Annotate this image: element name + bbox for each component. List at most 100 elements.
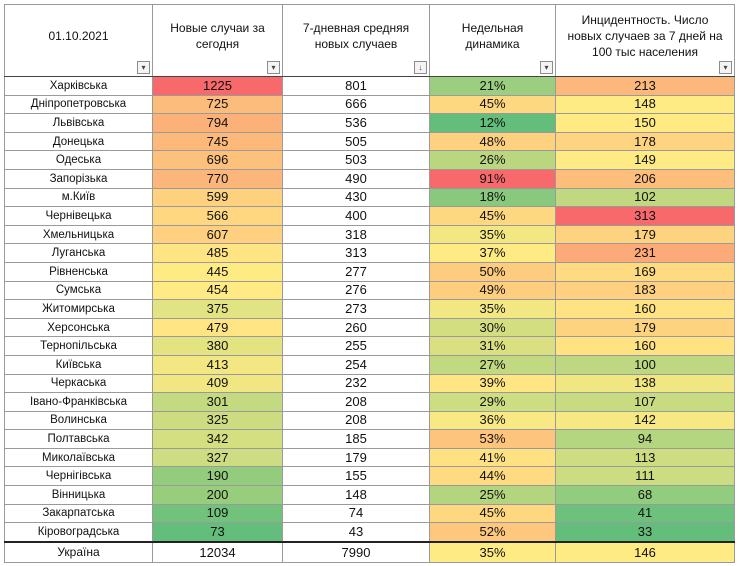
dynamics-cell[interactable]: 50% bbox=[429, 261, 556, 282]
incidence-cell[interactable]: 33 bbox=[555, 522, 735, 543]
dynamics-cell[interactable]: 35% bbox=[429, 224, 556, 245]
avg7-cell[interactable]: 277 bbox=[282, 261, 430, 282]
region-cell[interactable]: Закарпатська bbox=[4, 503, 153, 524]
new-cases-cell[interactable]: 327 bbox=[152, 447, 283, 468]
region-cell[interactable]: Тернопільська bbox=[4, 336, 153, 356]
region-cell[interactable]: Миколаївська bbox=[4, 447, 153, 468]
region-cell[interactable]: Чернівецька bbox=[4, 206, 153, 226]
avg7-cell[interactable]: 254 bbox=[282, 354, 430, 375]
incidence-cell[interactable]: 183 bbox=[555, 280, 735, 301]
new-cases-cell[interactable]: 566 bbox=[152, 206, 283, 226]
avg7-cell[interactable]: 505 bbox=[282, 131, 430, 152]
new-cases-cell[interactable]: 409 bbox=[152, 373, 283, 394]
dynamics-cell[interactable]: 45% bbox=[429, 94, 556, 115]
incidence-cell[interactable]: 111 bbox=[555, 466, 735, 487]
incidence-cell[interactable]: 313 bbox=[555, 206, 735, 226]
incidence-cell[interactable]: 160 bbox=[555, 299, 735, 319]
dynamics-cell[interactable]: 29% bbox=[429, 392, 556, 412]
avg7-cell[interactable]: 43 bbox=[282, 522, 430, 543]
avg7-cell[interactable]: 179 bbox=[282, 447, 430, 468]
incidence-cell[interactable]: 206 bbox=[555, 168, 735, 189]
incidence-cell[interactable]: 138 bbox=[555, 373, 735, 394]
avg7-cell[interactable]: 185 bbox=[282, 429, 430, 449]
dynamics-cell[interactable]: 26% bbox=[429, 150, 556, 170]
new-cases-cell[interactable]: 770 bbox=[152, 168, 283, 189]
dynamics-cell[interactable]: 44% bbox=[429, 466, 556, 487]
header-avg7-cell[interactable]: 7-дневная средняя новых случаев ↓ bbox=[282, 4, 430, 77]
new-cases-cell[interactable]: 380 bbox=[152, 336, 283, 356]
new-cases-cell[interactable]: 599 bbox=[152, 187, 283, 208]
header-dynamics-cell[interactable]: Недельная динамика ▾ bbox=[429, 4, 556, 77]
incidence-cell[interactable]: 142 bbox=[555, 410, 735, 431]
incidence-cell[interactable]: 160 bbox=[555, 336, 735, 356]
region-cell[interactable]: Львівська bbox=[4, 113, 153, 133]
new-cases-cell[interactable]: 794 bbox=[152, 113, 283, 133]
total-incidence-cell[interactable]: 146 bbox=[555, 540, 735, 563]
new-cases-cell[interactable]: 479 bbox=[152, 317, 283, 338]
filter-dropdown-icon[interactable]: ▾ bbox=[267, 61, 280, 74]
incidence-cell[interactable]: 100 bbox=[555, 354, 735, 375]
region-cell[interactable]: Одеська bbox=[4, 150, 153, 170]
avg7-cell[interactable]: 148 bbox=[282, 485, 430, 505]
filter-dropdown-icon[interactable]: ▾ bbox=[719, 61, 732, 74]
total-region-cell[interactable]: Україна bbox=[4, 540, 153, 563]
dynamics-cell[interactable]: 52% bbox=[429, 522, 556, 543]
incidence-cell[interactable]: 107 bbox=[555, 392, 735, 412]
new-cases-cell[interactable]: 445 bbox=[152, 261, 283, 282]
dynamics-cell[interactable]: 35% bbox=[429, 299, 556, 319]
incidence-cell[interactable]: 68 bbox=[555, 485, 735, 505]
new-cases-cell[interactable]: 73 bbox=[152, 522, 283, 543]
new-cases-cell[interactable]: 696 bbox=[152, 150, 283, 170]
dynamics-cell[interactable]: 31% bbox=[429, 336, 556, 356]
new-cases-cell[interactable]: 200 bbox=[152, 485, 283, 505]
region-cell[interactable]: Хмельницька bbox=[4, 224, 153, 245]
header-date-cell[interactable]: 01.10.2021 ▾ bbox=[4, 4, 153, 77]
header-new-cases-cell[interactable]: Новые случаи за сегодня ▾ bbox=[152, 4, 283, 77]
dynamics-cell[interactable]: 53% bbox=[429, 429, 556, 449]
new-cases-cell[interactable]: 325 bbox=[152, 410, 283, 431]
total-avg7-cell[interactable]: 7990 bbox=[282, 540, 430, 563]
new-cases-cell[interactable]: 190 bbox=[152, 466, 283, 487]
avg7-cell[interactable]: 155 bbox=[282, 466, 430, 487]
incidence-cell[interactable]: 150 bbox=[555, 113, 735, 133]
avg7-cell[interactable]: 255 bbox=[282, 336, 430, 356]
avg7-cell[interactable]: 273 bbox=[282, 299, 430, 319]
dynamics-cell[interactable]: 49% bbox=[429, 280, 556, 301]
header-incidence-cell[interactable]: Инцидентность. Число новых случаев за 7 … bbox=[555, 4, 735, 77]
avg7-cell[interactable]: 260 bbox=[282, 317, 430, 338]
region-cell[interactable]: Полтавська bbox=[4, 429, 153, 449]
incidence-cell[interactable]: 231 bbox=[555, 243, 735, 263]
avg7-cell[interactable]: 666 bbox=[282, 94, 430, 115]
region-cell[interactable]: Київська bbox=[4, 354, 153, 375]
avg7-cell[interactable]: 503 bbox=[282, 150, 430, 170]
region-cell[interactable]: Кіровоградська bbox=[4, 522, 153, 543]
incidence-cell[interactable]: 179 bbox=[555, 224, 735, 245]
filter-dropdown-icon[interactable]: ▾ bbox=[137, 61, 150, 74]
dynamics-cell[interactable]: 37% bbox=[429, 243, 556, 263]
new-cases-cell[interactable]: 745 bbox=[152, 131, 283, 152]
avg7-cell[interactable]: 801 bbox=[282, 76, 430, 96]
total-new-cases-cell[interactable]: 12034 bbox=[152, 540, 283, 563]
incidence-cell[interactable]: 113 bbox=[555, 447, 735, 468]
new-cases-cell[interactable]: 413 bbox=[152, 354, 283, 375]
incidence-cell[interactable]: 41 bbox=[555, 503, 735, 524]
region-cell[interactable]: Донецька bbox=[4, 131, 153, 152]
dynamics-cell[interactable]: 30% bbox=[429, 317, 556, 338]
dynamics-cell[interactable]: 25% bbox=[429, 485, 556, 505]
dynamics-cell[interactable]: 18% bbox=[429, 187, 556, 208]
dynamics-cell[interactable]: 45% bbox=[429, 206, 556, 226]
sort-descending-icon[interactable]: ↓ bbox=[414, 61, 427, 74]
incidence-cell[interactable]: 213 bbox=[555, 76, 735, 96]
region-cell[interactable]: Рівненська bbox=[4, 261, 153, 282]
incidence-cell[interactable]: 149 bbox=[555, 150, 735, 170]
region-cell[interactable]: Черкаська bbox=[4, 373, 153, 394]
dynamics-cell[interactable]: 36% bbox=[429, 410, 556, 431]
incidence-cell[interactable]: 169 bbox=[555, 261, 735, 282]
dynamics-cell[interactable]: 41% bbox=[429, 447, 556, 468]
avg7-cell[interactable]: 74 bbox=[282, 503, 430, 524]
avg7-cell[interactable]: 318 bbox=[282, 224, 430, 245]
region-cell[interactable]: Чернігівська bbox=[4, 466, 153, 487]
avg7-cell[interactable]: 208 bbox=[282, 392, 430, 412]
new-cases-cell[interactable]: 301 bbox=[152, 392, 283, 412]
new-cases-cell[interactable]: 725 bbox=[152, 94, 283, 115]
